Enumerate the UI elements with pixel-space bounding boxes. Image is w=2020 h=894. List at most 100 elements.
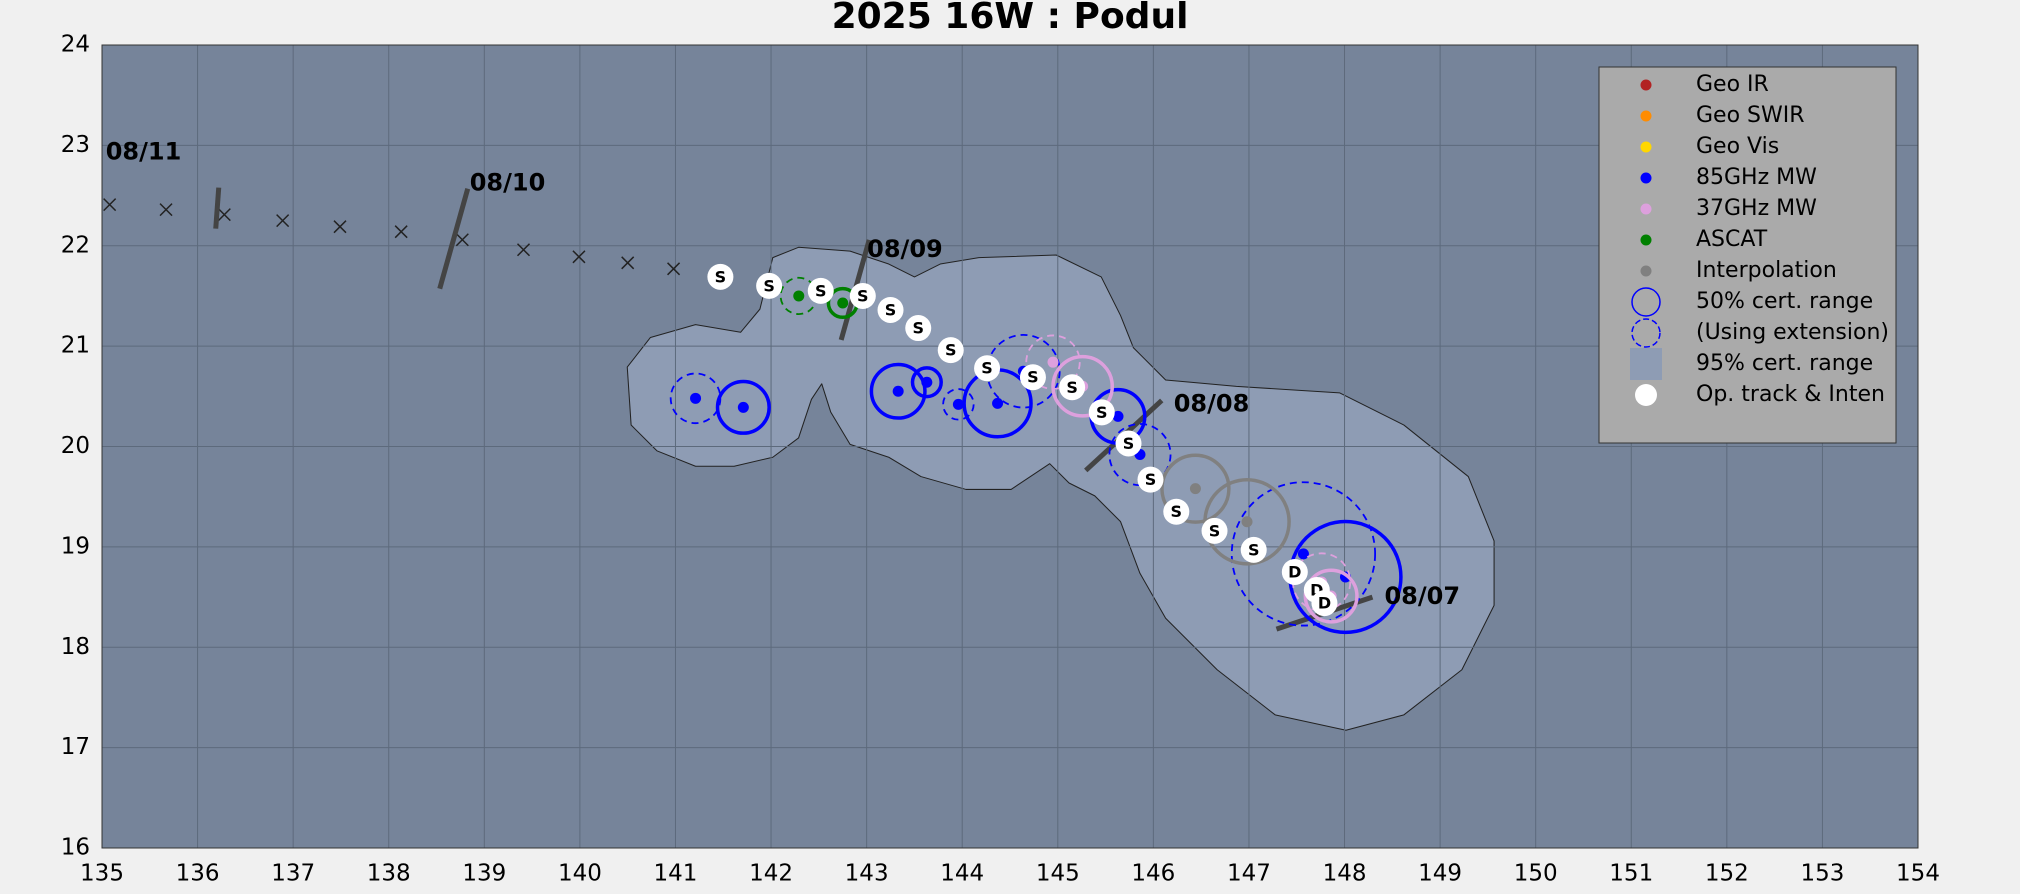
op-track-label: S xyxy=(1209,521,1221,540)
past-track-point xyxy=(455,233,469,247)
x-tick-label: 146 xyxy=(1131,861,1175,887)
op-track-point xyxy=(1137,466,1164,493)
y-tick-label: 22 xyxy=(61,232,90,258)
legend-label: (Using extension) xyxy=(1696,320,1889,345)
legend-label: 95% cert. range xyxy=(1696,351,1873,376)
y-tick-label: 16 xyxy=(61,835,90,861)
legend-label: 50% cert. range xyxy=(1696,289,1873,314)
fix-point xyxy=(1241,516,1253,528)
x-tick-label: 147 xyxy=(1227,861,1271,887)
date-tick xyxy=(213,187,222,229)
y-tick-label: 19 xyxy=(61,533,90,559)
legend-label: Geo IR xyxy=(1696,72,1769,97)
op-track-label: S xyxy=(1171,502,1183,521)
op-track-point xyxy=(756,272,783,299)
op-track-point xyxy=(1115,430,1142,457)
certainty-circle xyxy=(715,379,771,435)
fix-point xyxy=(793,290,805,302)
legend-swatch xyxy=(1640,234,1652,246)
date-label: 08/11 xyxy=(106,138,182,166)
date-label: 08/10 xyxy=(470,169,546,197)
y-tick-label: 24 xyxy=(61,32,90,58)
fix-point xyxy=(1297,548,1309,560)
x-tick-label: 138 xyxy=(367,861,411,887)
x-tick-label: 149 xyxy=(1418,861,1462,887)
op-track-label: D xyxy=(1318,594,1331,613)
past-track-point xyxy=(217,208,231,222)
fix-point xyxy=(1189,483,1201,495)
legend-swatch xyxy=(1640,110,1652,122)
op-track-label: S xyxy=(815,281,827,300)
legend-label: Geo SWIR xyxy=(1696,103,1805,128)
op-track-point xyxy=(707,263,734,290)
legend-swatch xyxy=(1630,348,1662,380)
legend-swatch xyxy=(1640,79,1652,91)
fix-point xyxy=(1047,356,1059,368)
op-track-label: S xyxy=(1027,368,1039,387)
x-tick-label: 142 xyxy=(749,861,793,887)
past-track-point xyxy=(159,203,173,217)
op-track-point xyxy=(1059,374,1086,401)
op-track-point xyxy=(1088,399,1115,426)
certainty-circle xyxy=(910,366,943,399)
x-tick-label: 140 xyxy=(558,861,602,887)
legend-label: Interpolation xyxy=(1696,258,1837,283)
x-tick-label: 137 xyxy=(271,861,315,887)
op-track-label: S xyxy=(1066,378,1078,397)
x-tick-label: 145 xyxy=(1036,861,1080,887)
certainty-circle xyxy=(1108,423,1172,487)
x-tick-label: 135 xyxy=(80,861,124,887)
x-tick-label: 136 xyxy=(176,861,220,887)
legend: Geo IR Geo SWIR Geo Vis 85GHz MW 37GHz MW ASC… xyxy=(1630,72,1889,407)
x-tick-label: 151 xyxy=(1609,861,1653,887)
x-tick-label: 148 xyxy=(1323,861,1367,887)
op-track-label: D xyxy=(1288,562,1301,581)
fix-point xyxy=(690,392,702,404)
past-track-point xyxy=(103,198,117,212)
fix-point xyxy=(737,401,749,413)
op-track-label: S xyxy=(763,276,775,295)
op-track-label: S xyxy=(981,359,993,378)
x-tick-label: 152 xyxy=(1705,861,1749,887)
x-tick-label: 141 xyxy=(654,861,698,887)
past-track-point xyxy=(394,225,408,239)
y-tick-label: 17 xyxy=(61,734,90,760)
op-track-label: S xyxy=(715,267,727,286)
op-track-point xyxy=(807,277,834,304)
past-track-point xyxy=(621,256,635,270)
op-track-point xyxy=(974,355,1001,382)
certainty-circle xyxy=(1230,481,1377,627)
legend-swatch xyxy=(1640,265,1652,277)
date-label: 08/07 xyxy=(1384,582,1460,610)
certainty-circle xyxy=(1051,354,1115,418)
op-track-label: S xyxy=(1145,470,1157,489)
op-track-label: S xyxy=(885,300,897,319)
certainty-region xyxy=(626,246,1495,731)
x-tick-label: 139 xyxy=(462,861,506,887)
x-tick-label: 150 xyxy=(1514,861,1558,887)
legend-swatch xyxy=(1635,384,1657,406)
op-track-point xyxy=(877,296,904,323)
fix-point xyxy=(892,385,904,397)
op-track-point xyxy=(1201,517,1228,544)
legend-label: 85GHz MW xyxy=(1696,165,1817,190)
op-track-label: S xyxy=(945,341,957,360)
legend-box xyxy=(1598,66,1897,444)
x-tick-label: 153 xyxy=(1800,861,1844,887)
y-tick-label: 18 xyxy=(61,634,90,660)
op-track-point xyxy=(1311,590,1338,617)
op-track-point xyxy=(1240,536,1267,563)
legend-swatch xyxy=(1640,203,1652,215)
x-tick-label: 144 xyxy=(940,861,984,887)
past-track-point xyxy=(572,250,586,264)
legend-swatch xyxy=(1631,318,1661,348)
fix-point xyxy=(921,376,933,388)
certainty-circle xyxy=(1160,453,1231,524)
date-label: 08/08 xyxy=(1174,389,1250,417)
legend-label: Geo Vis xyxy=(1696,134,1779,159)
legend-swatch xyxy=(1631,287,1661,317)
legend-label: Op. track & Inten xyxy=(1696,382,1885,407)
certainty-circle xyxy=(869,362,927,420)
